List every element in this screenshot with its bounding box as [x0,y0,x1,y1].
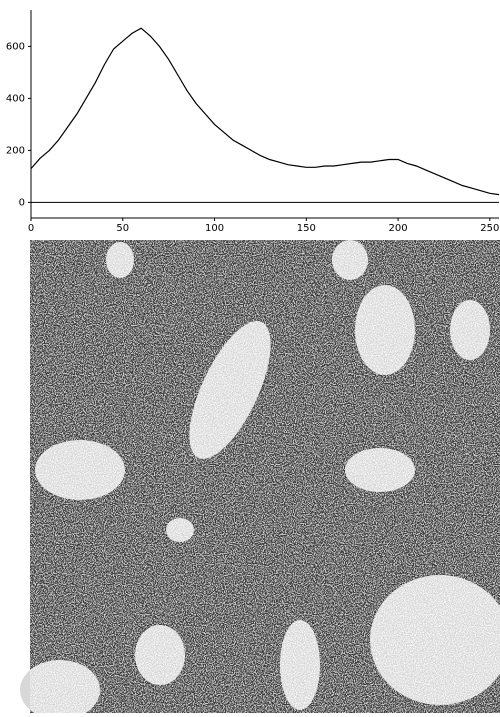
x-tick-label: 0 [28,223,34,234]
x-tick-label: 50 [116,223,129,234]
y-tick-label: 600 [6,41,25,52]
x-tick-label: 200 [389,223,408,234]
y-tick-label: 200 [6,145,25,156]
y-tick-label: 400 [6,93,25,104]
x-tick-label: 250 [480,223,499,234]
x-tick-label: 150 [297,223,316,234]
line-series [30,27,500,196]
x-tick-label: 100 [205,223,224,234]
image-panel [20,240,500,717]
y-tick-label: 0 [19,197,25,208]
